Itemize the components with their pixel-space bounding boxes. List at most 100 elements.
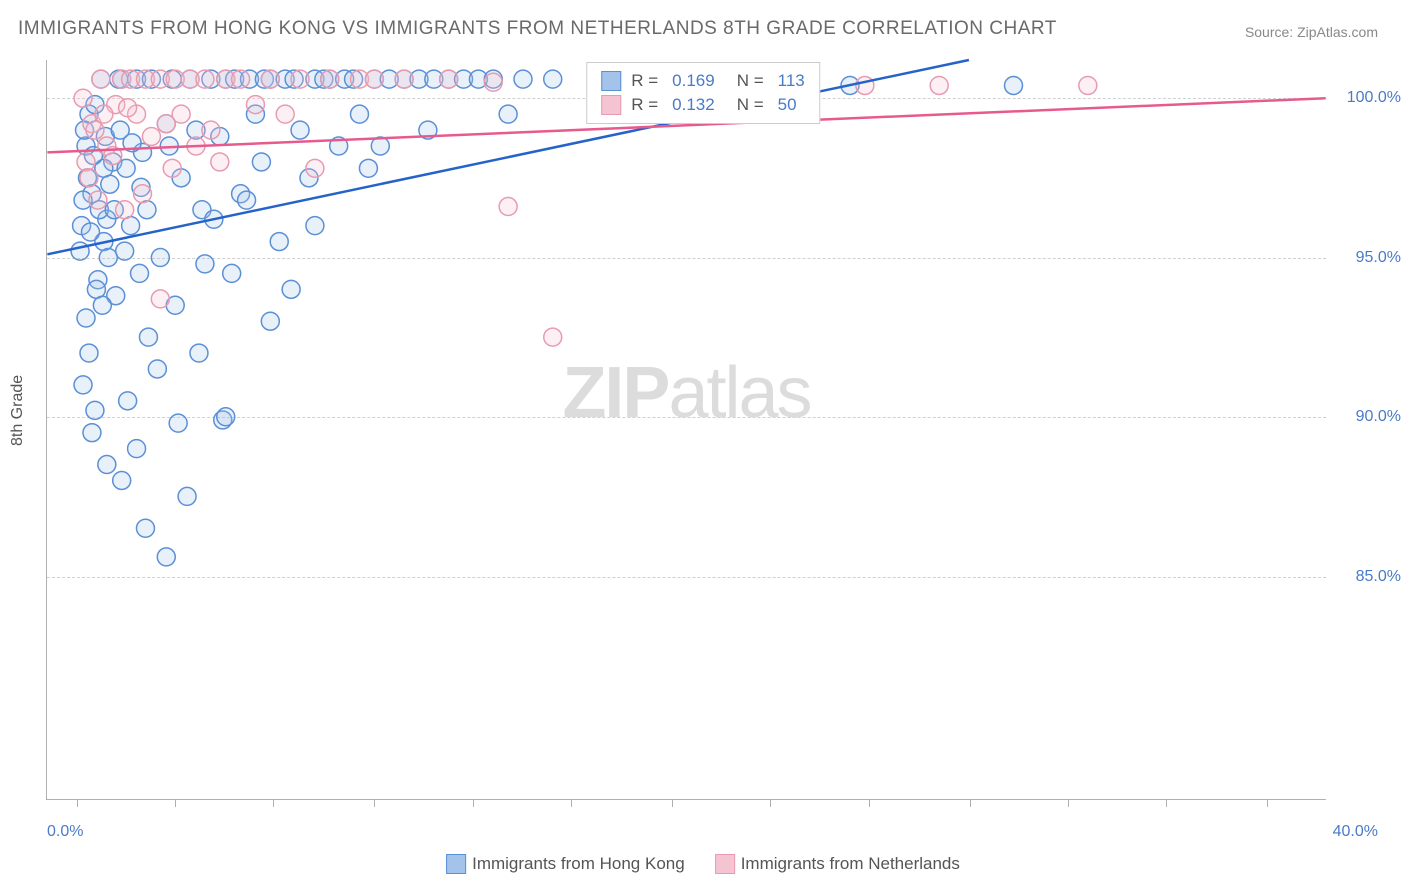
x-tick	[869, 799, 870, 807]
scatter-point	[499, 198, 517, 216]
scatter-point	[499, 105, 517, 123]
scatter-point	[261, 70, 279, 88]
scatter-point	[139, 328, 157, 346]
scatter-point	[80, 169, 98, 187]
scatter-point	[142, 127, 160, 145]
scatter-point	[128, 440, 146, 458]
scatter-point	[544, 70, 562, 88]
scatter-point	[99, 249, 117, 267]
stats-n-label-2: N =	[737, 95, 764, 115]
scatter-point	[211, 153, 229, 171]
scatter-point	[484, 73, 502, 91]
legend-item-1: Immigrants from Hong Kong	[446, 854, 685, 874]
x-tick	[1166, 799, 1167, 807]
x-axis-min-label: 0.0%	[47, 823, 83, 841]
y-tick-label: 95.0%	[1336, 249, 1401, 267]
scatter-point	[116, 201, 134, 219]
scatter-point	[86, 121, 104, 139]
scatter-point	[138, 201, 156, 219]
y-tick-label: 100.0%	[1336, 89, 1401, 107]
scatter-point	[136, 519, 154, 537]
legend-item-2: Immigrants from Netherlands	[715, 854, 960, 874]
legend-bottom: Immigrants from Hong Kong Immigrants fro…	[446, 854, 960, 874]
scatter-point	[276, 105, 294, 123]
scatter-point	[95, 105, 113, 123]
scatter-point	[856, 76, 874, 94]
scatter-point	[291, 121, 309, 139]
scatter-point	[291, 70, 309, 88]
scatter-point	[116, 242, 134, 260]
x-tick	[77, 799, 78, 807]
scatter-point	[202, 121, 220, 139]
scatter-point	[77, 153, 95, 171]
stats-r-val-1: 0.169	[672, 71, 715, 91]
stats-n-label-1: N =	[737, 71, 764, 91]
stats-swatch-1	[601, 71, 621, 91]
scatter-point	[306, 159, 324, 177]
x-tick	[175, 799, 176, 807]
x-tick	[473, 799, 474, 807]
scatter-point	[119, 392, 137, 410]
scatter-point	[282, 280, 300, 298]
legend-swatch-2	[715, 854, 735, 874]
x-tick	[571, 799, 572, 807]
legend-label-2: Immigrants from Netherlands	[741, 854, 960, 874]
scatter-point	[252, 153, 270, 171]
y-axis-title: 8th Grade	[9, 375, 27, 446]
scatter-point	[351, 105, 369, 123]
scatter-point	[163, 159, 181, 177]
scatter-point	[92, 70, 110, 88]
scatter-point	[77, 309, 95, 327]
scatter-point	[169, 414, 187, 432]
scatter-point	[74, 376, 92, 394]
scatter-point	[172, 105, 190, 123]
x-tick	[1267, 799, 1268, 807]
scatter-point	[157, 548, 175, 566]
scatter-point	[365, 70, 383, 88]
stats-n-val-2: 50	[778, 95, 797, 115]
scatter-point	[238, 191, 256, 209]
scatter-point	[246, 96, 264, 114]
legend-swatch-1	[446, 854, 466, 874]
scatter-point	[148, 360, 166, 378]
scatter-point	[178, 487, 196, 505]
y-tick-label: 90.0%	[1336, 408, 1401, 426]
scatter-point	[217, 408, 235, 426]
scatter-point	[151, 249, 169, 267]
scatter-point	[196, 255, 214, 273]
scatter-point	[89, 191, 107, 209]
scatter-point	[80, 344, 98, 362]
x-tick	[1068, 799, 1069, 807]
x-tick	[273, 799, 274, 807]
scatter-point	[86, 401, 104, 419]
scatter-point	[93, 296, 111, 314]
plot-area: ZIPatlas 0.0% 40.0% 85.0%90.0%95.0%100.0…	[46, 60, 1326, 800]
scatter-point	[119, 99, 137, 117]
scatter-point	[395, 70, 413, 88]
x-tick	[970, 799, 971, 807]
scatter-point	[151, 290, 169, 308]
source-label: Source: ZipAtlas.com	[1245, 24, 1378, 40]
scatter-point	[261, 312, 279, 330]
trend-line	[47, 60, 969, 254]
scatter-point	[98, 456, 116, 474]
scatter-point	[514, 70, 532, 88]
scatter-point	[83, 424, 101, 442]
stats-r-label-2: R =	[631, 95, 658, 115]
stats-swatch-2	[601, 95, 621, 115]
scatter-point	[930, 76, 948, 94]
scatter-point	[190, 344, 208, 362]
scatter-point	[113, 471, 131, 489]
x-tick	[374, 799, 375, 807]
scatter-point	[131, 264, 149, 282]
scatter-point	[1079, 76, 1097, 94]
x-tick	[672, 799, 673, 807]
scatter-point	[134, 185, 152, 203]
x-axis-max-label: 40.0%	[1333, 823, 1378, 841]
scatter-point	[196, 70, 214, 88]
scatter-point	[359, 159, 377, 177]
scatter-point	[321, 70, 339, 88]
stats-r-val-2: 0.132	[672, 95, 715, 115]
plot-svg	[47, 60, 1326, 799]
scatter-point	[74, 89, 92, 107]
